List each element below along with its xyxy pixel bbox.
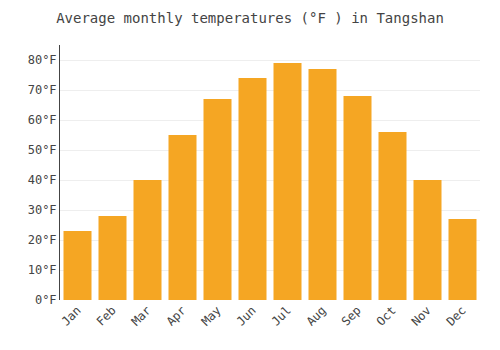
svg-text:60°F: 60°F: [28, 113, 57, 127]
svg-text:Average monthly temperatures (: Average monthly temperatures (°F ) in Ta…: [56, 10, 444, 26]
svg-text:0°F: 0°F: [35, 293, 57, 307]
svg-text:10°F: 10°F: [28, 263, 57, 277]
svg-text:May: May: [199, 303, 224, 328]
svg-text:30°F: 30°F: [28, 203, 57, 217]
svg-text:Jun: Jun: [234, 303, 259, 328]
svg-text:Sep: Sep: [339, 303, 364, 328]
svg-text:Apr: Apr: [164, 303, 189, 328]
svg-text:Nov: Nov: [409, 303, 434, 328]
svg-text:Mar: Mar: [129, 303, 154, 328]
svg-text:Dec: Dec: [444, 303, 469, 328]
svg-text:40°F: 40°F: [28, 173, 57, 187]
svg-text:70°F: 70°F: [28, 83, 57, 97]
svg-text:Aug: Aug: [304, 303, 329, 328]
svg-text:80°F: 80°F: [28, 53, 57, 67]
svg-text:20°F: 20°F: [28, 233, 57, 247]
svg-text:Oct: Oct: [374, 303, 399, 328]
svg-text:50°F: 50°F: [28, 143, 57, 157]
svg-text:Feb: Feb: [94, 303, 119, 328]
svg-text:Jul: Jul: [269, 303, 294, 328]
svg-text:Jan: Jan: [59, 303, 84, 328]
